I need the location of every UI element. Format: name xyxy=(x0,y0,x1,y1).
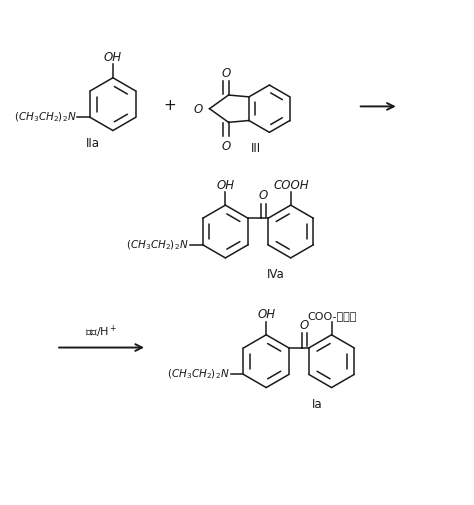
Text: OH: OH xyxy=(257,308,275,321)
Text: OH: OH xyxy=(216,178,235,191)
Text: $(CH_3CH_2)_2N$: $(CH_3CH_2)_2N$ xyxy=(127,237,189,251)
Text: OH: OH xyxy=(104,50,122,64)
Text: O: O xyxy=(300,318,309,331)
Text: O: O xyxy=(258,189,268,201)
Text: +: + xyxy=(163,97,176,113)
Text: O: O xyxy=(194,103,203,116)
Text: $(CH_3CH_2)_2N$: $(CH_3CH_2)_2N$ xyxy=(14,111,76,124)
Text: IVa: IVa xyxy=(267,267,285,280)
Text: O: O xyxy=(221,139,230,153)
Text: Ia: Ia xyxy=(312,397,322,410)
Text: III: III xyxy=(251,141,261,155)
Text: O: O xyxy=(221,67,230,79)
Text: COO-正己基: COO-正己基 xyxy=(308,311,357,321)
Text: $(CH_3CH_2)_2N$: $(CH_3CH_2)_2N$ xyxy=(167,367,230,381)
Text: COOH: COOH xyxy=(274,178,310,191)
Text: 己醇/H$^+$: 己醇/H$^+$ xyxy=(85,323,118,340)
Text: IIa: IIa xyxy=(85,137,100,150)
